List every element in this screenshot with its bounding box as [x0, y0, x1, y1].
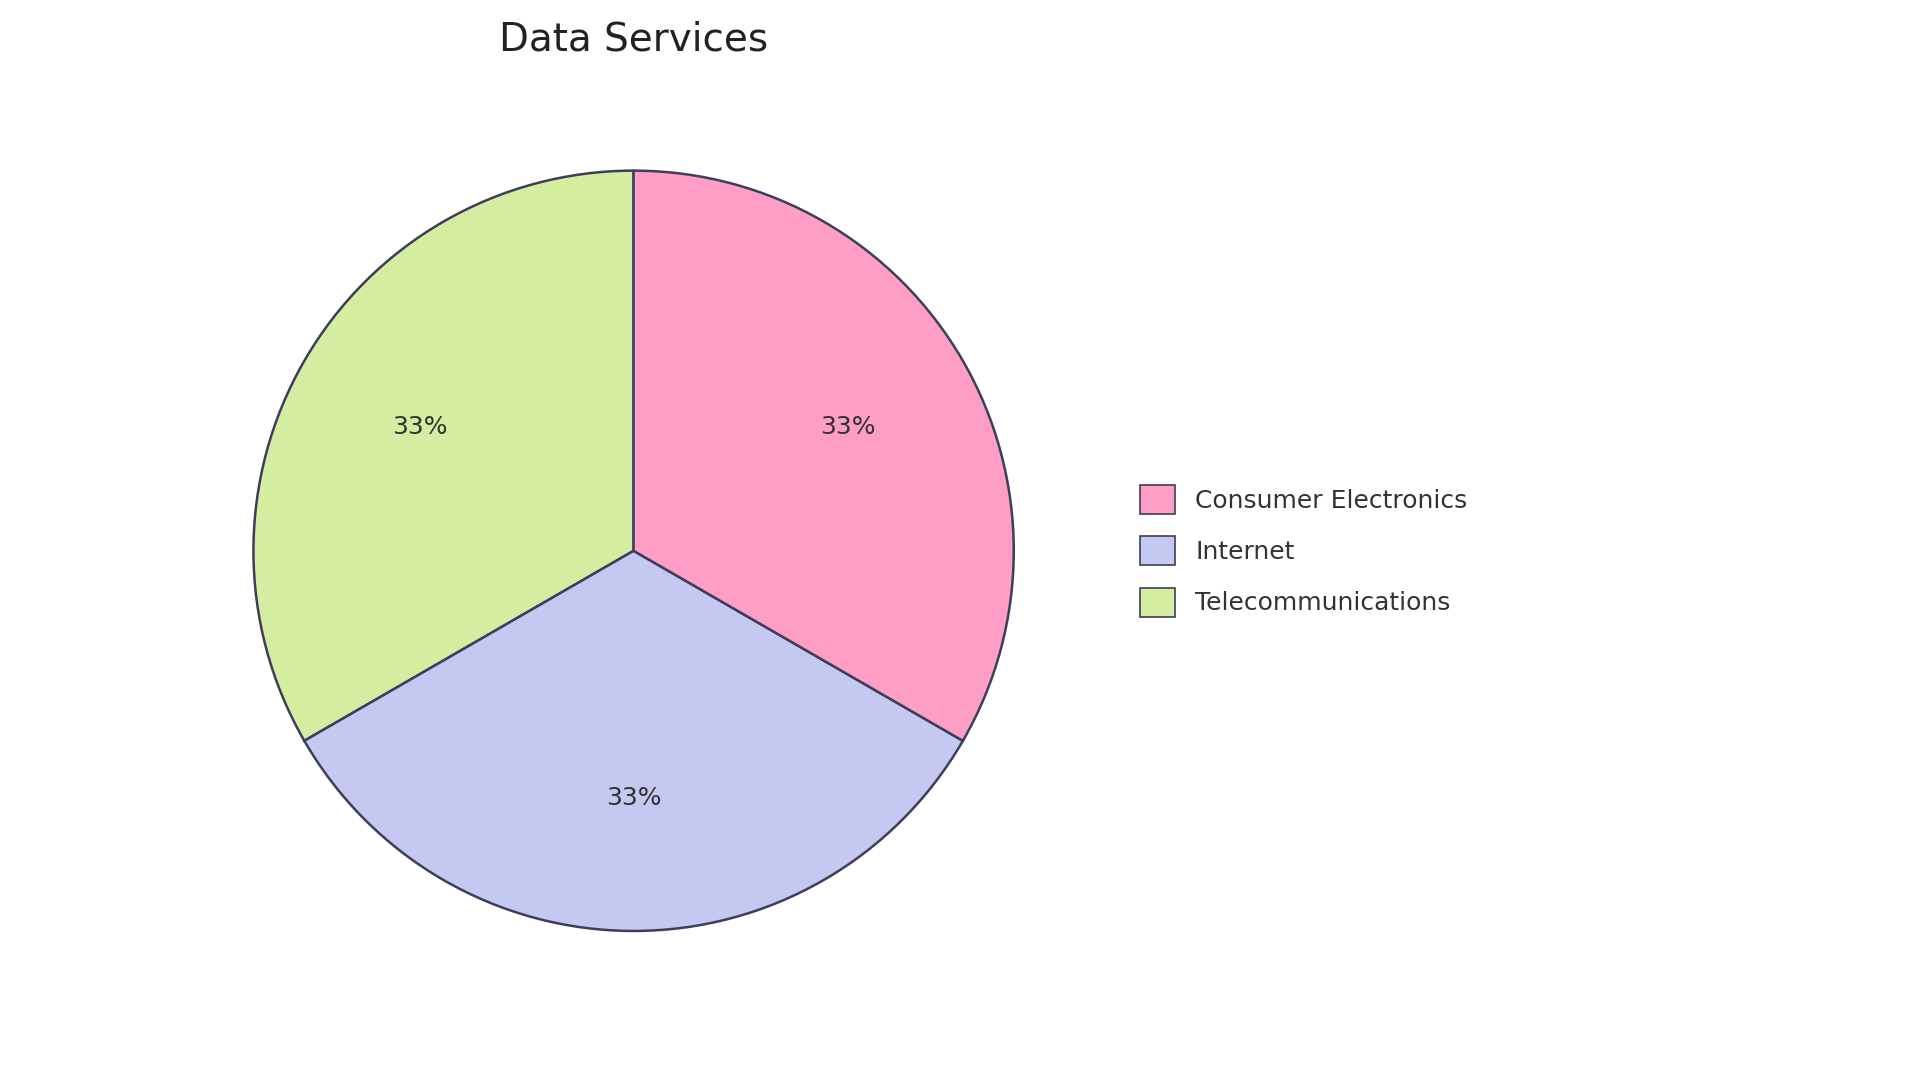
Text: 33%: 33%	[607, 786, 660, 810]
Wedge shape	[305, 551, 962, 931]
Wedge shape	[253, 171, 634, 741]
Wedge shape	[634, 171, 1014, 741]
Text: 33%: 33%	[820, 415, 876, 440]
Title: Data Services: Data Services	[499, 21, 768, 58]
Legend: Consumer Electronics, Internet, Telecommunications: Consumer Electronics, Internet, Telecomm…	[1140, 485, 1467, 617]
Text: 33%: 33%	[392, 415, 447, 440]
